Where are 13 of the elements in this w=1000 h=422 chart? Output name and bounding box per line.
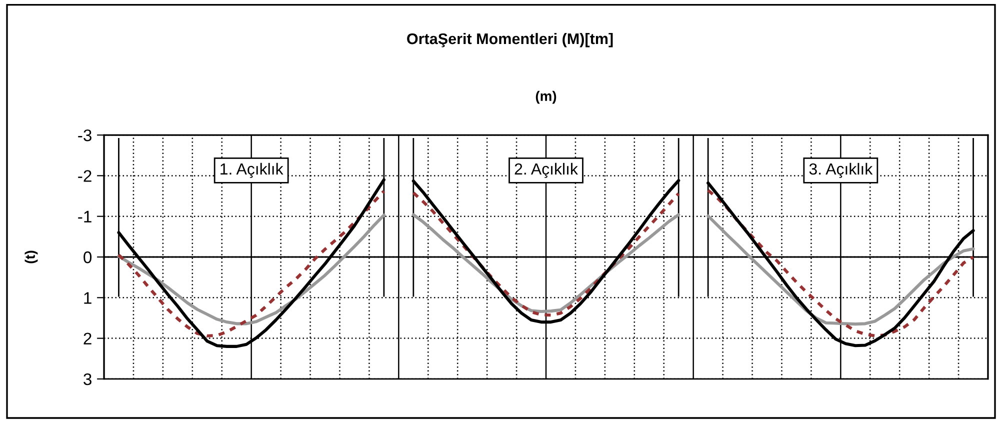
annotation: 2. Açıklık bbox=[514, 162, 578, 178]
y-tick-label: -1 bbox=[78, 210, 92, 222]
y-tick-label: -2 bbox=[78, 170, 92, 182]
y-tick-label: -3 bbox=[78, 129, 92, 142]
x-axis-title: (m) bbox=[536, 90, 556, 104]
y-tick-label: 3 bbox=[84, 373, 92, 386]
chart-title: OrtaŞerit Momentleri (M)[tm] bbox=[407, 32, 613, 48]
y-axis-title: (t) bbox=[24, 250, 38, 264]
annotation: 3. Açıklık bbox=[809, 162, 873, 178]
annotation: 1. Açıklık bbox=[220, 162, 284, 178]
y-tick-label: 1 bbox=[84, 292, 92, 304]
y-tick-label: 2 bbox=[84, 332, 92, 344]
y-tick-label: 0 bbox=[84, 251, 92, 264]
